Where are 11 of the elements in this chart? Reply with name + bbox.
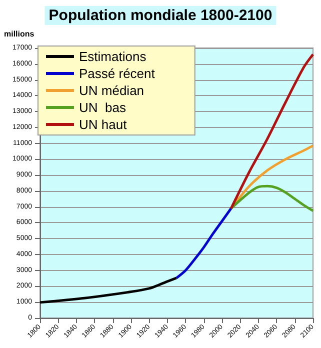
legend-label: Passé récent xyxy=(79,66,156,81)
line-series xyxy=(175,207,232,280)
line-series xyxy=(38,276,178,304)
legend-label: UN bas xyxy=(79,100,126,115)
line-series xyxy=(230,184,314,212)
legend-label: UN haut xyxy=(79,117,128,132)
legend-label: Estimations xyxy=(79,49,147,64)
chart-title: Population mondiale 1800-2100 xyxy=(48,7,272,24)
legend-label: UN médian xyxy=(79,83,144,98)
y-axis-title: millions xyxy=(4,30,35,38)
line-series xyxy=(230,53,314,210)
